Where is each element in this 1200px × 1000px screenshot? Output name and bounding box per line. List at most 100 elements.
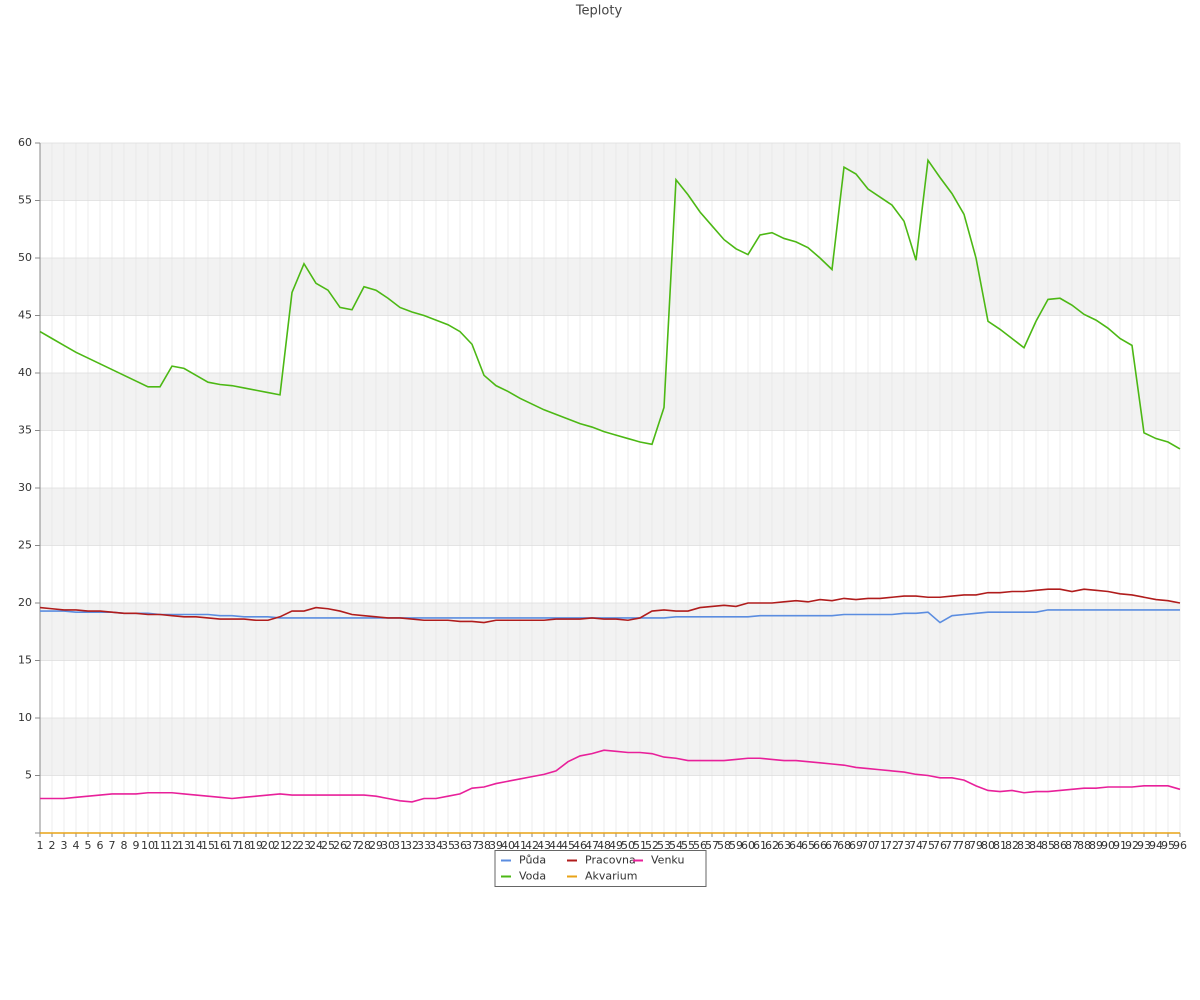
x-tick-label: 70 <box>861 839 875 852</box>
legend-box <box>494 850 707 887</box>
x-tick-label: 23 <box>297 839 311 852</box>
x-tick-label: 73 <box>897 839 911 852</box>
x-tick-label: 75 <box>921 839 935 852</box>
legend-label: Půda <box>519 854 546 867</box>
x-tick-label: 45 <box>561 839 575 852</box>
x-tick-label: 84 <box>1029 839 1043 852</box>
line-series <box>40 609 1180 624</box>
x-tick-label: 19 <box>249 839 263 852</box>
y-tick-label: 50 <box>18 251 32 264</box>
y-tick-label: 10 <box>18 711 32 724</box>
x-tick-label: 77 <box>945 839 959 852</box>
x-tick-label: 27 <box>345 839 359 852</box>
legend-label: Pracovna <box>585 854 636 867</box>
x-tick-label: 39 <box>489 839 503 852</box>
x-tick-label: 83 <box>1017 839 1031 852</box>
x-tick-label: 13 <box>177 839 191 852</box>
x-tick-label: 90 <box>1101 839 1115 852</box>
x-tick-label: 74 <box>909 839 923 852</box>
x-tick-label: 95 <box>1161 839 1175 852</box>
x-tick-label: 32 <box>405 839 419 852</box>
line-series <box>40 749 1181 803</box>
x-tick-label: 53 <box>657 839 671 852</box>
x-tick-label: 20 <box>261 839 275 852</box>
bands <box>39 142 1181 833</box>
x-tick-label: 44 <box>549 839 563 852</box>
x-tick-label: 52 <box>645 839 659 852</box>
y-tick-label: 30 <box>18 481 32 494</box>
x-tick-label: 68 <box>837 839 851 852</box>
x-tick-label: 85 <box>1041 839 1055 852</box>
plot <box>39 158 1181 834</box>
y-tick-label: 5 <box>25 769 32 782</box>
x-tick-label: 21 <box>273 839 287 852</box>
y-tick-label: 35 <box>18 424 32 437</box>
legend-label: Voda <box>519 870 546 883</box>
x-tick-label: 62 <box>765 839 779 852</box>
x-tick-label: 3 <box>61 839 68 852</box>
x-tick-label: 71 <box>873 839 887 852</box>
x-tick-label: 64 <box>789 839 803 852</box>
grid-band <box>40 258 1180 316</box>
grid-band <box>40 488 1180 546</box>
x-tick-label: 82 <box>1005 839 1019 852</box>
x-tick-label: 49 <box>609 839 623 852</box>
x-tick-label: 41 <box>513 839 527 852</box>
x-tick-label: 38 <box>477 839 491 852</box>
x-tick-label: 5 <box>85 839 92 852</box>
x-tick-label: 81 <box>993 839 1007 852</box>
x-tick-label: 12 <box>165 839 179 852</box>
x-tick-label: 42 <box>525 839 539 852</box>
x-tick-label: 37 <box>465 839 479 852</box>
x-tick-label: 47 <box>585 839 599 852</box>
x-tick-label: 76 <box>933 839 947 852</box>
x-tick-label: 65 <box>801 839 815 852</box>
x-tick-label: 33 <box>417 839 431 852</box>
x-tick-label: 11 <box>153 839 167 852</box>
grid-band <box>40 373 1180 431</box>
y-tick-label: 55 <box>18 194 32 207</box>
x-tick-label: 17 <box>225 839 239 852</box>
x-tick-label: 2 <box>49 839 56 852</box>
x-tick-label: 4 <box>73 839 80 852</box>
grid-band <box>40 143 1180 201</box>
x-tick-label: 50 <box>621 839 635 852</box>
x-tick-label: 55 <box>681 839 695 852</box>
y-tick-label: 45 <box>18 309 32 322</box>
x-tick-label: 16 <box>213 839 227 852</box>
x-tick-label: 26 <box>333 839 347 852</box>
x-tick-label: 79 <box>969 839 983 852</box>
x-tick-label: 80 <box>981 839 995 852</box>
x-tick-label: 36 <box>453 839 467 852</box>
x-tick-label: 51 <box>633 839 647 852</box>
y-tick-label: 40 <box>18 366 32 379</box>
grid-band <box>40 718 1180 776</box>
x-tick-label: 69 <box>849 839 863 852</box>
x-tick-label: 22 <box>285 839 299 852</box>
x-tick-label: 61 <box>753 839 767 852</box>
y-tick-label: 60 <box>18 136 32 149</box>
x-tick-label: 9 <box>133 839 140 852</box>
x-tick-label: 31 <box>393 839 407 852</box>
x-tick-label: 66 <box>813 839 827 852</box>
x-tick-label: 34 <box>429 839 443 852</box>
x-tick-label: 96 <box>1173 839 1187 852</box>
x-tick-label: 67 <box>825 839 839 852</box>
x-tick-label: 15 <box>201 839 215 852</box>
x-tick-label: 29 <box>369 839 383 852</box>
legend-label: Venku <box>651 854 684 867</box>
chart-title: Teploty <box>575 4 623 19</box>
x-tick-label: 56 <box>693 839 707 852</box>
x-tick-label: 54 <box>669 839 683 852</box>
x-tick-label: 25 <box>321 839 335 852</box>
x-tick-label: 8 <box>121 839 128 852</box>
line-series <box>39 588 1181 624</box>
x-tick-label: 46 <box>573 839 587 852</box>
y-tick-label: 20 <box>18 596 32 609</box>
x-tick-label: 78 <box>957 839 971 852</box>
x-tick-label: 48 <box>597 839 611 852</box>
x-tick-label: 10 <box>141 839 155 852</box>
x-tick-label: 58 <box>717 839 731 852</box>
x-tick-label: 43 <box>537 839 551 852</box>
